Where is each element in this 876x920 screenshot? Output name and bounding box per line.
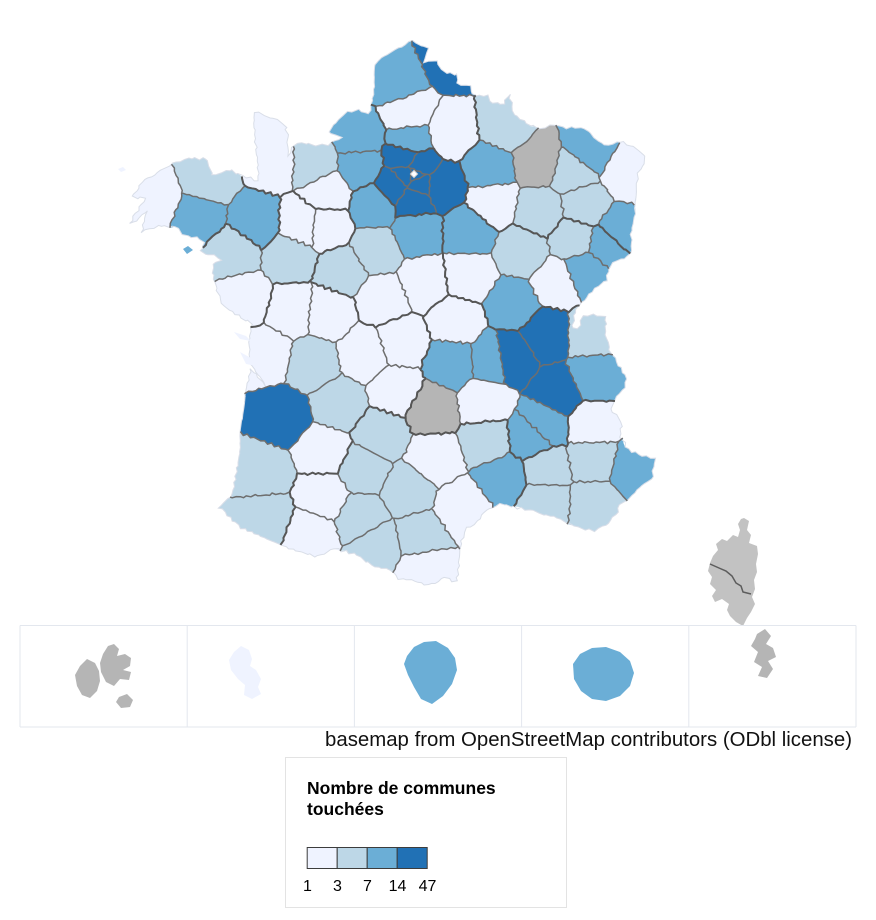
- svg-text:14: 14: [389, 878, 407, 895]
- svg-text:1: 1: [303, 878, 312, 895]
- svg-text:7: 7: [363, 878, 372, 895]
- svg-text:47: 47: [419, 878, 437, 895]
- svg-text:3: 3: [333, 878, 342, 895]
